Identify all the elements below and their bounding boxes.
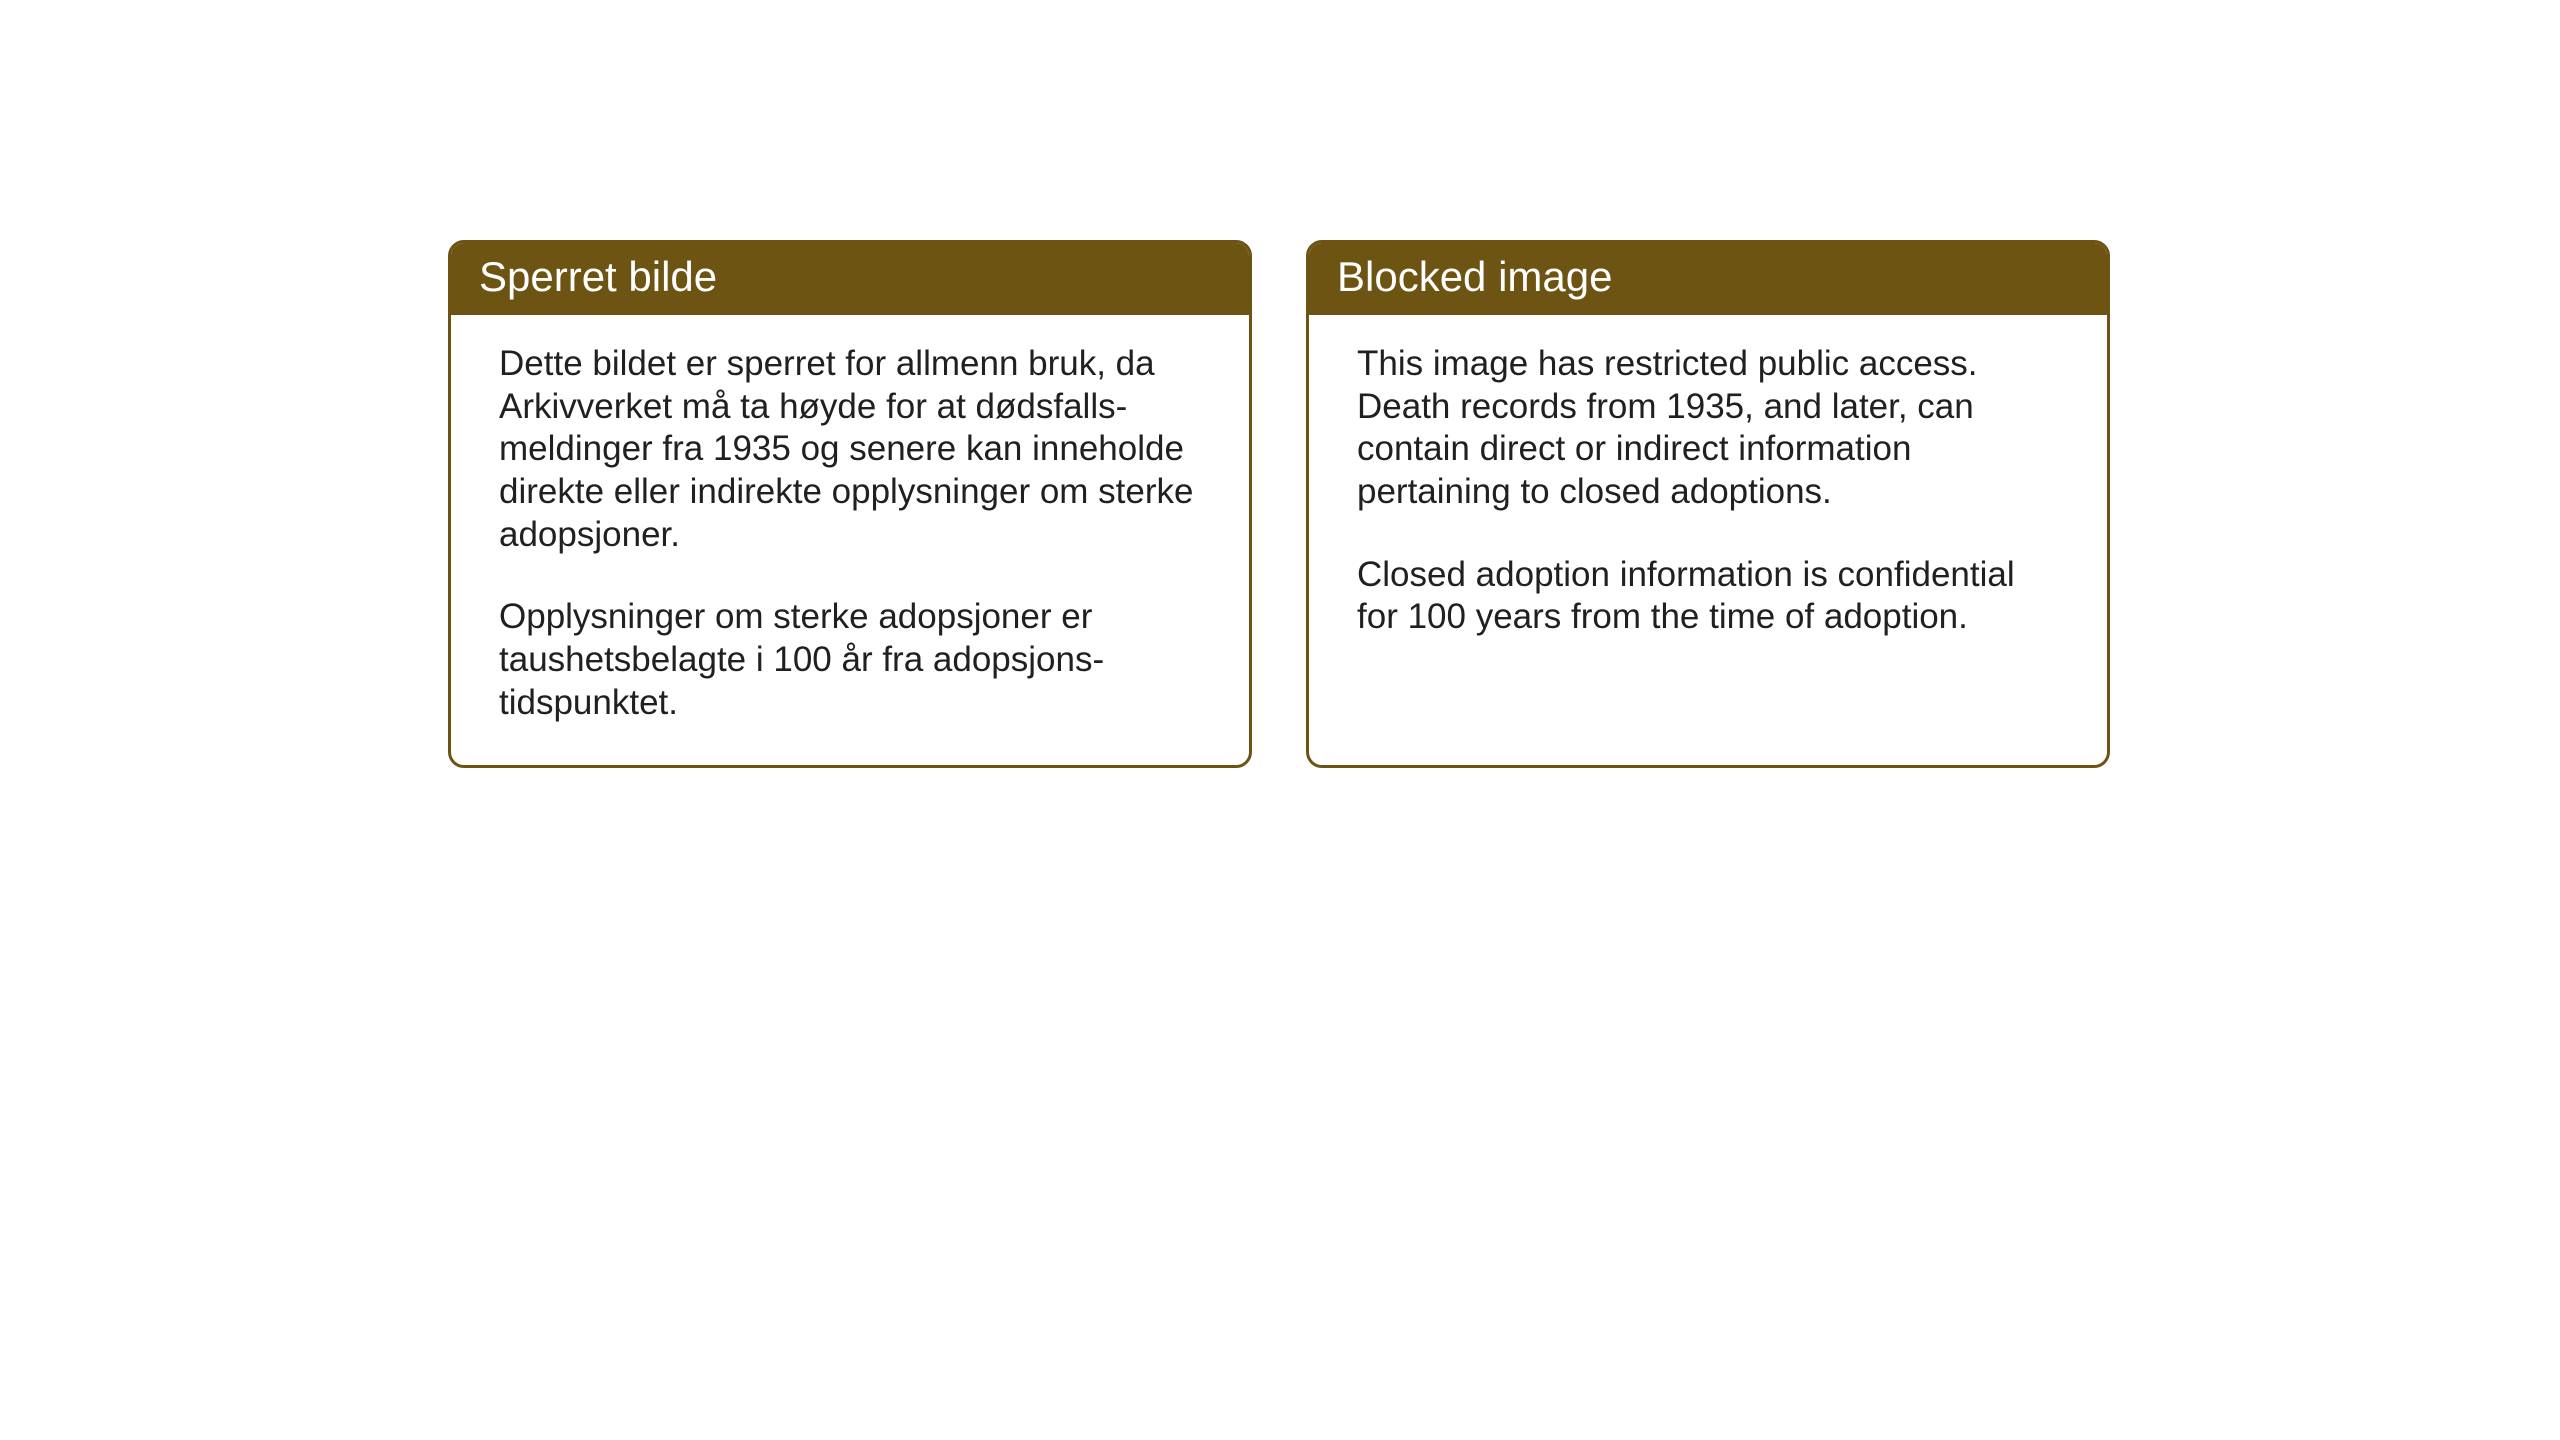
card-title-norwegian: Sperret bilde <box>479 253 717 300</box>
card-paragraph1-norwegian: Dette bildet er sperret for allmenn bruk… <box>499 343 1201 556</box>
card-paragraph2-english: Closed adoption information is confident… <box>1357 554 2059 639</box>
card-body-english: This image has restricted public access.… <box>1309 315 2107 745</box>
card-norwegian: Sperret bilde Dette bildet er sperret fo… <box>448 240 1252 768</box>
card-header-norwegian: Sperret bilde <box>451 243 1249 315</box>
card-paragraph2-norwegian: Opplysninger om sterke adopsjoner er tau… <box>499 596 1201 724</box>
card-paragraph1-english: This image has restricted public access.… <box>1357 343 2059 514</box>
card-body-norwegian: Dette bildet er sperret for allmenn bruk… <box>451 315 1249 765</box>
card-english: Blocked image This image has restricted … <box>1306 240 2110 768</box>
card-title-english: Blocked image <box>1337 253 1612 300</box>
cards-container: Sperret bilde Dette bildet er sperret fo… <box>448 240 2110 768</box>
card-header-english: Blocked image <box>1309 243 2107 315</box>
